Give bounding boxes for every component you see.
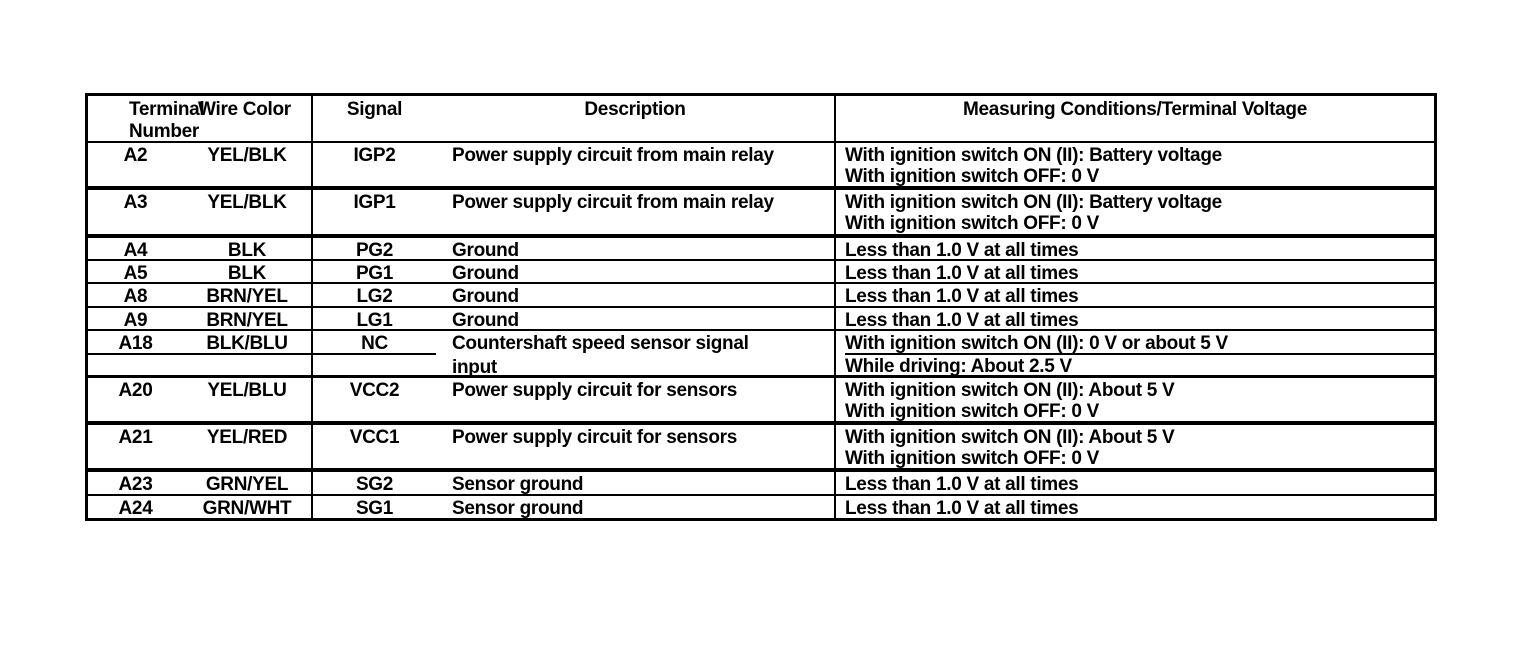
condition-line: With ignition switch OFF: 0 V [845,213,1099,234]
description-cell: Power supply circuit from main relay [436,143,834,186]
table-row-a8: A8 BRN/YEL LG2 Ground Less than 1.0 V at… [88,284,1434,308]
table-row-a3: A3 YEL/BLK IGP1 Power supply circuit fro… [88,190,1434,238]
signal-cell: VCC1 [311,425,436,468]
table-row-a4: A4 BLK PG2 Ground Less than 1.0 V at all… [88,238,1434,261]
conditions-cell: Less than 1.0 V at all times [834,308,1434,329]
description-cell: Countershaft speed sensor signal input [436,331,834,375]
table-row-a9: A9 BRN/YEL LG1 Ground Less than 1.0 V at… [88,308,1434,331]
condition-line: With ignition switch ON (II): About 5 V [845,427,1175,448]
header-terminal-number: Terminal Number [129,99,205,141]
wire-color-value: BLK/BLU [183,331,311,355]
terminal-cell: A4 [123,240,148,259]
header-description: Description [584,99,686,120]
signal-cell: PG1 [311,261,436,282]
table-row-a21: A21 YEL/RED VCC1 Power supply circuit fo… [88,425,1434,472]
signal-cell: PG2 [311,238,436,259]
description-line: Power supply circuit for sensors [452,380,737,401]
wire-color-cell: YEL/BLK [207,192,287,213]
conditions-cell: Less than 1.0 V at all times [834,238,1434,259]
signal-value: NC [313,331,436,355]
condition-line: With ignition switch ON (II): Battery vo… [845,192,1222,213]
terminal-cell: A21 [118,427,153,448]
description-cell: Sensor ground [452,498,584,518]
conditions-cell: With ignition switch ON (II): 0 V or abo… [834,331,1434,375]
wire-color-cell: BLK [227,240,267,259]
description-line: Power supply circuit from main relay [452,192,774,213]
terminal-cell: A23 [118,474,153,494]
table-row-a5: A5 BLK PG1 Ground Less than 1.0 V at all… [88,261,1434,284]
header-signal: Signal [311,96,436,141]
wire-color-cell: GRN/YEL [205,474,289,494]
signal-cell: LG2 [311,284,436,306]
wire-color-cell: BLK [227,263,267,282]
conditions-cell: With ignition switch ON (II): Battery vo… [834,190,1434,234]
condition-line: While driving: About 2.5 V [845,356,1072,375]
table-row-a24: A24 GRN/WHT SG1 Sensor ground Less than … [88,496,1434,518]
table-row-a2: A2 YEL/BLK IGP2 Power supply circuit fro… [88,143,1434,190]
wire-color-cell: GRN/WHT [202,498,292,518]
terminal-cell: A3 [123,192,148,213]
description-cell: Ground [452,263,519,282]
header-wire-color: Wire Color [198,99,291,120]
wire-color-cell: BRN/YEL [206,310,288,329]
wire-color-cell: YEL/BLU [207,380,287,401]
wire-color-cell: BRN/YEL [206,286,288,306]
wire-color-cell: BLK/BLU [183,331,311,375]
description-cell: Power supply circuit for sensors [436,378,834,421]
description-cell: Ground [452,240,519,259]
conditions-cell: Less than 1.0 V at all times [834,496,1434,518]
table-row-a18: A18 BLK/BLU NC Countershaft speed sensor… [88,331,1434,378]
description-line: Power supply circuit for sensors [452,427,737,448]
terminal-cell: A9 [123,310,148,329]
terminal-cell: A24 [118,498,153,518]
signal-cell: NC [311,331,436,375]
description-line: Countershaft speed sensor signal [452,333,749,354]
condition-line: With ignition switch OFF: 0 V [845,401,1099,421]
description-cell: Power supply circuit from main relay [436,190,834,234]
terminal-cell: A2 [123,145,148,166]
signal-cell: IGP2 [311,143,436,186]
condition-line: With ignition switch ON (II): 0 V or abo… [845,331,1434,355]
table-row-a20: A20 YEL/BLU VCC2 Power supply circuit fo… [88,378,1434,425]
condition-line: With ignition switch ON (II): About 5 V [845,380,1175,401]
description-line: input [452,357,497,375]
terminal-cell: A18 [88,331,183,375]
signal-cell: SG2 [311,472,436,494]
wire-color-cell: YEL/RED [206,427,288,448]
description-line: Power supply circuit from main relay [452,145,774,166]
condition-line: With ignition switch OFF: 0 V [845,166,1099,186]
signal-cell: LG1 [311,308,436,329]
signal-cell: IGP1 [311,190,436,234]
conditions-cell: Less than 1.0 V at all times [834,472,1434,494]
terminal-cell: A8 [123,286,148,306]
conditions-cell: Less than 1.0 V at all times [834,261,1434,282]
terminal-cell: A5 [123,263,148,282]
description-cell: Power supply circuit for sensors [436,425,834,468]
terminal-cell: A20 [118,380,153,401]
conditions-cell: With ignition switch ON (II): About 5 V … [834,425,1434,468]
header-terminal-wire-cell: Terminal Number Wire Color [88,96,311,141]
conditions-cell: Less than 1.0 V at all times [834,284,1434,306]
conditions-cell: With ignition switch ON (II): Battery vo… [834,143,1434,186]
terminal-value: A18 [88,331,183,355]
description-cell: Ground [452,310,519,329]
table-row-a23: A23 GRN/YEL SG2 Sensor ground Less than … [88,472,1434,496]
signal-cell: VCC2 [311,378,436,421]
terminal-voltage-table: Terminal Number Wire Color Signal Descri… [85,93,1437,521]
description-cell: Ground [452,286,519,306]
description-cell: Sensor ground [452,474,584,494]
condition-line: With ignition switch ON (II): Battery vo… [845,145,1222,166]
conditions-cell: With ignition switch ON (II): About 5 V … [834,378,1434,421]
wire-color-cell: YEL/BLK [207,145,287,166]
header-measuring-conditions: Measuring Conditions/Terminal Voltage [834,96,1434,141]
signal-cell: SG1 [311,496,436,518]
condition-line: With ignition switch OFF: 0 V [845,448,1099,468]
table-header-row: Terminal Number Wire Color Signal Descri… [88,96,1434,143]
